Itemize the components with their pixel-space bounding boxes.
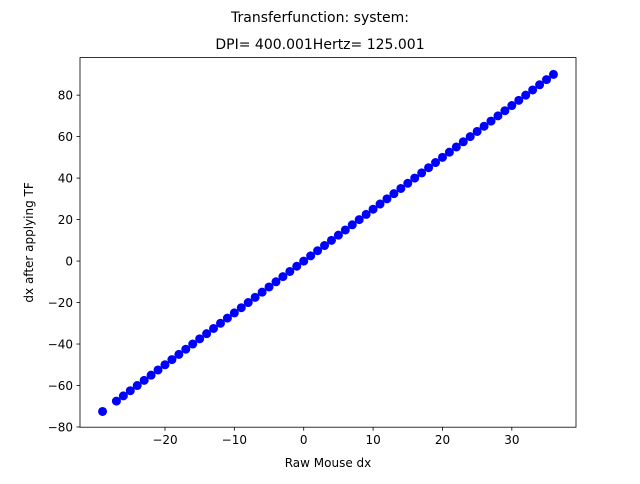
y-tick-label: 40 [58, 171, 73, 185]
data-point [313, 246, 323, 256]
data-point [361, 209, 371, 219]
data-point [479, 121, 489, 131]
data-point [174, 349, 184, 359]
data-point [396, 183, 406, 193]
data-point [528, 85, 538, 95]
data-point [375, 199, 385, 209]
data-point [188, 339, 198, 349]
data-point [368, 204, 378, 214]
data-point [326, 235, 336, 245]
data-point [202, 329, 212, 339]
data-point [458, 137, 468, 147]
data-point [507, 101, 517, 111]
x-tick-label: 20 [435, 433, 450, 447]
data-point [486, 116, 496, 126]
x-axis-label: Raw Mouse dx [285, 456, 372, 470]
data-point [403, 178, 413, 188]
data-point [264, 282, 274, 292]
data-point [215, 318, 225, 328]
data-point [292, 261, 302, 271]
y-tick-label: 20 [58, 213, 73, 227]
data-point [389, 189, 399, 199]
data-point [222, 313, 232, 323]
x-tick-label: 0 [300, 433, 308, 447]
data-point [521, 90, 531, 100]
data-point [98, 406, 108, 416]
data-point [431, 158, 441, 168]
data-point [493, 111, 503, 121]
y-tick-label: 80 [58, 88, 73, 102]
y-tick-label: 60 [58, 130, 73, 144]
data-point [181, 344, 191, 354]
chart-title: Transferfunction: system: [230, 10, 409, 26]
data-point [278, 272, 288, 282]
data-point [209, 323, 219, 333]
y-tick-label: 0 [65, 254, 73, 268]
data-point [424, 163, 434, 173]
data-points [98, 69, 558, 416]
data-point [271, 277, 281, 287]
data-point [236, 303, 246, 313]
y-axis-label: dx after applying TF [22, 182, 36, 302]
data-point [285, 266, 295, 276]
y-axis-ticks: −80 −60 −40 −20 0 20 40 60 80 [48, 88, 80, 434]
data-point [250, 292, 260, 302]
data-point [139, 375, 149, 385]
x-axis-ticks: −20 −10 0 10 20 30 [152, 427, 519, 447]
data-point [118, 391, 128, 401]
data-point [299, 256, 309, 266]
data-point [410, 173, 420, 183]
data-point [146, 370, 156, 380]
data-point [548, 69, 558, 79]
data-point [451, 142, 461, 152]
data-point [243, 298, 253, 308]
data-point [347, 220, 357, 230]
data-point [132, 381, 142, 391]
plot-frame [79, 57, 577, 428]
y-tick-label: −20 [48, 296, 73, 310]
x-tick-label: 10 [365, 433, 380, 447]
data-point [354, 215, 364, 225]
data-point [153, 365, 163, 375]
data-point [500, 106, 510, 116]
chart-subtitle: DPI= 400.001Hertz= 125.001 [215, 37, 424, 53]
y-tick-label: −60 [48, 379, 73, 393]
data-point [160, 360, 170, 370]
y-tick-label: −80 [48, 420, 73, 434]
data-point [340, 225, 350, 235]
data-point [257, 287, 267, 297]
x-tick-label: −20 [152, 433, 177, 447]
data-point [306, 251, 316, 261]
data-point [514, 95, 524, 105]
data-point [125, 386, 135, 396]
data-point [333, 230, 343, 240]
data-point [195, 334, 205, 344]
data-point [417, 168, 427, 178]
y-tick-label: −40 [48, 337, 73, 351]
data-point [465, 132, 475, 142]
data-point [472, 126, 482, 136]
data-point [167, 355, 177, 365]
data-point [320, 241, 330, 251]
data-point [437, 152, 447, 162]
data-point [111, 396, 121, 406]
x-tick-label: −10 [222, 433, 247, 447]
data-point [444, 147, 454, 157]
data-point [229, 308, 239, 318]
data-point [542, 75, 552, 85]
data-point [382, 194, 392, 204]
data-point [535, 80, 545, 90]
x-tick-label: 30 [504, 433, 519, 447]
